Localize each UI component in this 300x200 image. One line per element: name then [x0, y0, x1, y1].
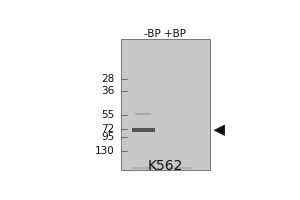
Text: 55: 55	[101, 110, 114, 120]
Text: 36: 36	[101, 86, 114, 96]
Polygon shape	[214, 125, 225, 135]
Text: 28: 28	[101, 74, 114, 84]
Text: -BP +BP: -BP +BP	[144, 29, 186, 39]
Bar	[121, 39, 210, 170]
Bar	[135, 113, 152, 115]
Text: 72: 72	[101, 124, 114, 134]
Bar	[132, 128, 155, 132]
Text: 130: 130	[94, 146, 114, 156]
Text: K562: K562	[148, 159, 183, 173]
Text: 95: 95	[101, 132, 114, 142]
Bar	[169, 167, 192, 169]
Bar	[132, 167, 155, 169]
